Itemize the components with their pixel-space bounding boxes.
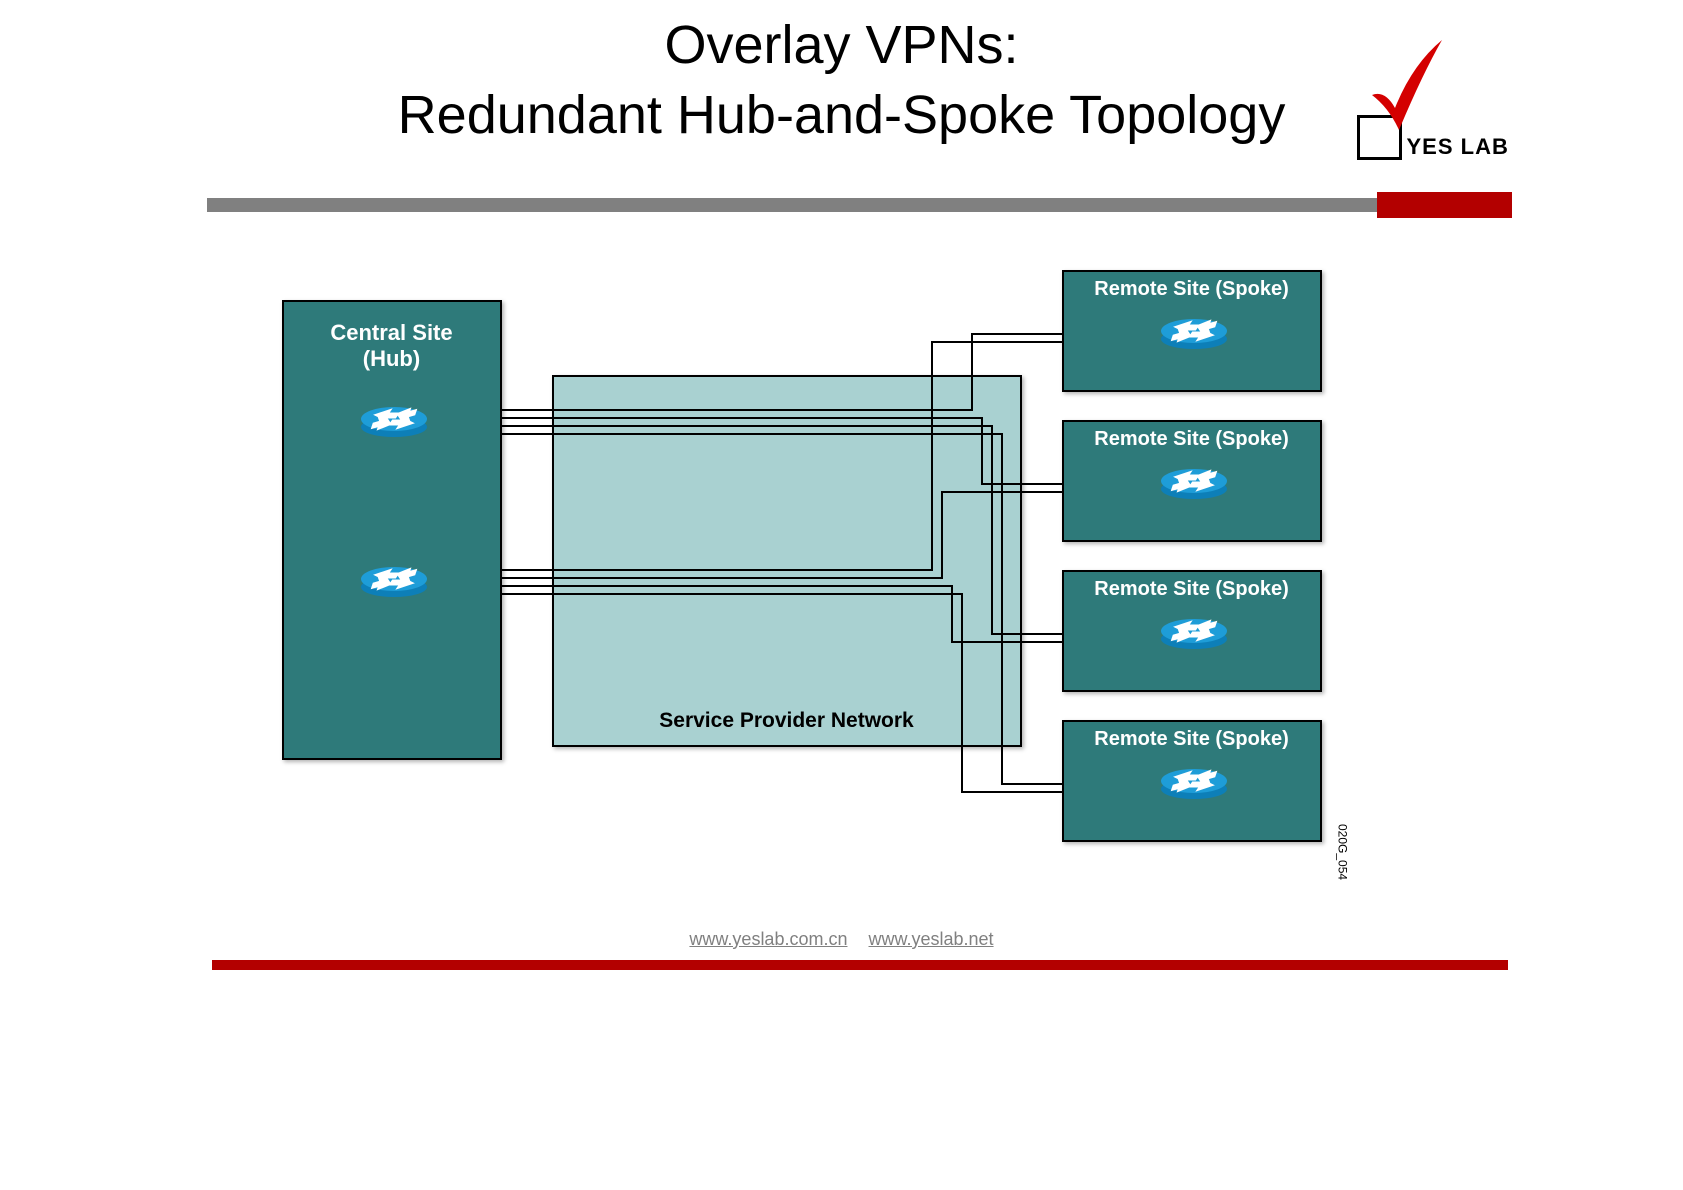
service-provider-box: Service Provider Network: [552, 375, 1022, 747]
divider-gray: [207, 198, 1512, 212]
spoke-box: Remote Site (Spoke): [1062, 570, 1322, 692]
hub-box: Central Site (Hub): [282, 300, 502, 760]
router-icon: [359, 560, 429, 598]
router-icon: [1159, 312, 1229, 350]
divider-red: [1377, 192, 1512, 218]
title-line-2: Redundant Hub-and-Spoke Topology: [398, 85, 1286, 145]
title: Overlay VPNs: Redundant Hub-and-Spoke To…: [142, 0, 1542, 150]
footer-links: www.yeslab.com.cn www.yeslab.net: [142, 929, 1542, 950]
spoke-box: Remote Site (Spoke): [1062, 720, 1322, 842]
spoke-label: Remote Site (Spoke): [1064, 428, 1320, 451]
hub-label-1: Central Site: [284, 320, 500, 346]
footer-link-1[interactable]: www.yeslab.com.cn: [689, 929, 847, 949]
footer-link-2[interactable]: www.yeslab.net: [869, 929, 994, 949]
topology-diagram: Service Provider Network Central Site (H…: [282, 270, 1322, 850]
spoke-label: Remote Site (Spoke): [1064, 578, 1320, 601]
logo: YES LAB: [1352, 70, 1522, 180]
router-icon: [1159, 762, 1229, 800]
hub-label-2: (Hub): [284, 346, 500, 372]
router-icon: [1159, 462, 1229, 500]
footer-bar-red: [212, 960, 1508, 970]
sp-label: Service Provider Network: [554, 709, 1020, 733]
spoke-box: Remote Site (Spoke): [1062, 270, 1322, 392]
slide: Overlay VPNs: Redundant Hub-and-Spoke To…: [142, 0, 1542, 1050]
spoke-label: Remote Site (Spoke): [1064, 278, 1320, 301]
slide-code: 020G_054: [1336, 824, 1350, 880]
spoke-box: Remote Site (Spoke): [1062, 420, 1322, 542]
logo-text: YES LAB: [1407, 134, 1509, 160]
checkmark-icon: [1367, 40, 1447, 130]
router-icon: [359, 400, 429, 438]
router-icon: [1159, 612, 1229, 650]
title-line-1: Overlay VPNs:: [664, 15, 1018, 75]
spoke-label: Remote Site (Spoke): [1064, 728, 1320, 751]
